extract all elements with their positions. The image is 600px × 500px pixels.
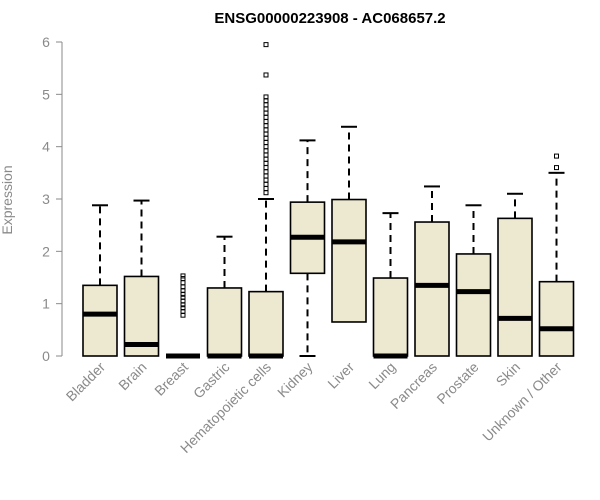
outlier-point	[180, 276, 186, 282]
y-tick-label: 0	[42, 348, 50, 364]
outlier-point	[554, 165, 559, 171]
outlier-point	[263, 177, 269, 183]
x-category-label: Kidney	[274, 359, 316, 401]
outlier-point	[263, 173, 269, 179]
box-group	[123, 199, 160, 357]
outlier-point	[263, 102, 269, 108]
y-tick-label: 3	[42, 191, 50, 207]
box-group	[166, 273, 200, 359]
x-category-label: Prostate	[433, 359, 481, 407]
x-category-label: Liver	[324, 359, 357, 392]
x-category-label: Brain	[115, 359, 149, 393]
box-group	[414, 185, 450, 357]
outlier-point	[263, 72, 269, 78]
outlier-point	[263, 181, 269, 187]
box-group	[372, 212, 409, 359]
y-tick-label: 2	[42, 243, 50, 259]
outlier-point	[263, 165, 269, 171]
box-body	[497, 217, 533, 357]
box-body	[206, 287, 243, 357]
outlier-point	[263, 144, 269, 150]
outlier-point	[180, 280, 186, 286]
x-category-label: Skin	[493, 359, 524, 390]
outlier-point	[263, 127, 269, 133]
outlier-point	[263, 152, 269, 158]
outlier-point	[263, 42, 269, 48]
y-tick-label: 5	[42, 86, 50, 102]
box-body	[455, 253, 492, 357]
outlier-point	[263, 114, 269, 120]
y-tick-label: 1	[42, 296, 50, 312]
box-group	[248, 42, 284, 359]
box-group	[497, 192, 533, 357]
outlier-point	[263, 148, 269, 154]
x-category-label: Bladder	[63, 359, 109, 405]
box-group	[82, 204, 118, 357]
outlier-point	[263, 131, 269, 137]
outlier-point	[263, 156, 269, 162]
outlier-point	[263, 106, 269, 112]
x-category-label: Unknown / Other	[479, 359, 565, 445]
outlier-point	[263, 119, 269, 125]
outlier-point	[263, 94, 269, 100]
outlier-point	[263, 135, 269, 141]
outlier-point	[263, 169, 269, 175]
outlier-point	[263, 186, 269, 192]
box-group	[331, 125, 367, 323]
box-body	[372, 277, 409, 357]
outlier-point	[263, 139, 269, 145]
x-category-label: Lung	[365, 359, 398, 392]
box-body	[414, 221, 450, 357]
box-group	[538, 153, 575, 357]
y-tick-label: 6	[42, 34, 50, 50]
outlier-point	[180, 294, 186, 300]
y-tick-label: 4	[42, 139, 50, 155]
box-body	[331, 198, 367, 323]
chart-title: ENSG00000223908 - AC068657.2	[214, 10, 445, 27]
outlier-point	[263, 160, 269, 166]
box-body	[82, 284, 118, 357]
box-body	[538, 280, 575, 357]
outlier-point	[554, 153, 559, 159]
box-group	[455, 204, 492, 357]
y-axis: 0 1 2 3 4 5 6	[42, 34, 63, 364]
outlier-point	[263, 190, 269, 196]
x-category-label: Breast	[151, 359, 191, 399]
boxes-layer	[82, 42, 575, 359]
box-group	[206, 235, 243, 359]
outlier-point	[180, 273, 186, 279]
outlier-point	[263, 110, 269, 116]
outlier-point	[180, 305, 186, 311]
box-body	[248, 290, 284, 357]
box-group	[289, 139, 326, 357]
outlier-point	[263, 123, 269, 129]
y-axis-label: Expression	[0, 165, 15, 234]
